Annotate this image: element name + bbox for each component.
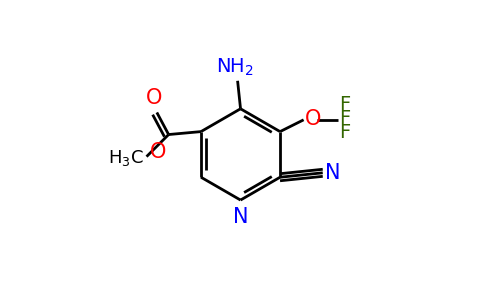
Text: H$_3$C: H$_3$C [108,148,144,168]
Text: F: F [339,95,350,114]
Text: O: O [305,109,321,129]
Text: O: O [146,88,162,108]
Text: N: N [233,207,248,227]
Text: O: O [150,142,166,162]
Text: NH$_2$: NH$_2$ [216,57,254,78]
Text: N: N [325,163,341,183]
Text: F: F [339,123,350,142]
Text: F: F [339,109,350,128]
